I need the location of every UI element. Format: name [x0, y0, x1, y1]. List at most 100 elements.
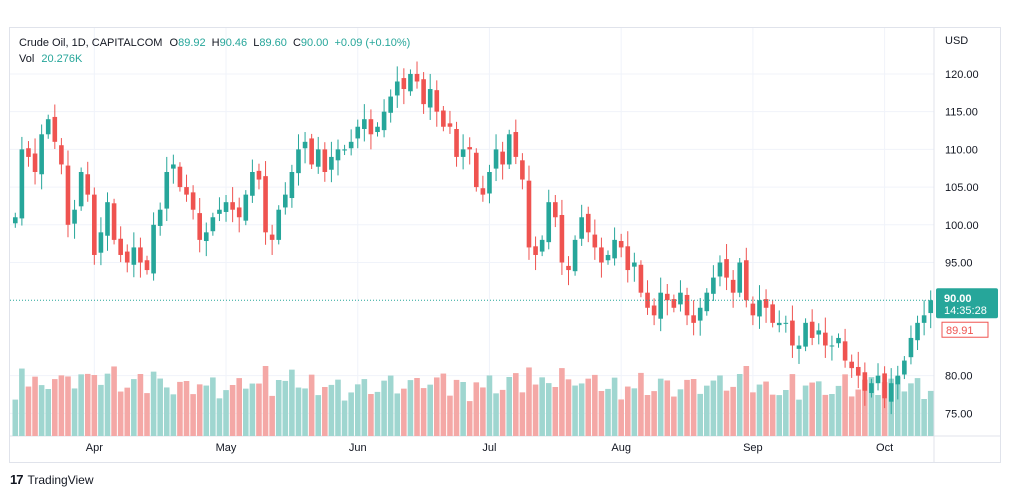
volume-bar — [513, 373, 519, 436]
volume-bar — [539, 377, 545, 436]
candle-body — [632, 262, 637, 267]
candle-body — [493, 149, 499, 169]
volume-bar — [875, 395, 881, 436]
volume-bar — [493, 393, 499, 436]
volume-bar — [104, 373, 111, 436]
x-tick-label: Jul — [482, 442, 496, 454]
volume-bar — [631, 388, 638, 436]
candle-body — [32, 153, 38, 172]
volume-bar — [137, 374, 144, 436]
candle-body — [92, 194, 97, 255]
prev-price-badge — [941, 321, 989, 338]
volume-bar — [269, 395, 275, 436]
currency-label: USD — [945, 35, 968, 47]
volume-bar — [697, 393, 703, 436]
volume-bar — [605, 388, 611, 436]
symbol-name[interactable]: Crude Oil, 1D, CAPITALCOM — [19, 37, 163, 49]
volume-bar — [789, 374, 796, 436]
candle-body — [236, 207, 242, 218]
candle-body — [223, 202, 229, 212]
candle-body — [744, 260, 749, 301]
volume-label[interactable]: Vol — [19, 53, 35, 65]
candle-body — [12, 217, 18, 224]
candle-body — [315, 149, 321, 167]
candle-body — [908, 337, 914, 358]
candle-body — [599, 247, 604, 263]
candle-body — [414, 73, 420, 82]
candle-body — [138, 247, 143, 263]
y-tick-label: 100.00 — [945, 220, 979, 232]
tradingview-icon: 17 — [10, 472, 24, 487]
volume-bar — [671, 396, 677, 436]
volume-bar — [427, 384, 433, 436]
volume-bar — [921, 399, 927, 436]
volume-bar — [433, 377, 440, 436]
volume-bar — [618, 399, 624, 436]
tradingview-name: TradingView — [27, 472, 94, 487]
high-value: 90.46 — [219, 37, 248, 49]
volume-bar — [210, 377, 216, 436]
candle-body — [539, 239, 545, 252]
candle-body — [921, 315, 927, 323]
candle-body — [388, 96, 393, 113]
candle-body — [875, 375, 881, 384]
volume-bar — [769, 394, 776, 436]
candle-body — [645, 292, 650, 308]
volume-bar — [486, 375, 493, 436]
candle-body — [790, 320, 795, 346]
candle-body — [704, 292, 710, 312]
candle-body — [59, 145, 64, 165]
volume-bar — [124, 387, 131, 436]
volume-bar — [348, 392, 354, 436]
candle-body — [72, 209, 77, 224]
candle-body — [776, 322, 782, 326]
volume-bar — [829, 394, 835, 436]
candle-body — [500, 151, 505, 165]
candle-body — [203, 232, 209, 242]
volume-bar — [144, 393, 150, 436]
volume-bar — [25, 386, 32, 436]
candle-body — [625, 246, 631, 271]
low-label: L — [253, 37, 260, 49]
close-label: C — [292, 37, 301, 49]
volume-bar — [835, 385, 842, 436]
volume-bar — [322, 387, 328, 436]
volume-bar — [453, 379, 460, 436]
volume-bar — [447, 395, 453, 436]
volume-bar — [881, 382, 888, 436]
candle-body — [651, 305, 657, 316]
y-tick-label: 110.00 — [945, 144, 978, 156]
candle-body — [342, 149, 347, 151]
candle-body — [526, 180, 532, 248]
tradingview-logo[interactable]: 17 TradingView — [10, 472, 94, 487]
volume-bar — [131, 379, 137, 436]
candle-body — [184, 187, 189, 195]
candle-body — [302, 141, 308, 149]
candle-body — [329, 156, 334, 170]
candle-body — [368, 119, 374, 135]
candle-body — [454, 129, 459, 157]
volume-bar — [163, 387, 170, 436]
volume-bar — [45, 389, 52, 436]
volume-bar — [644, 395, 651, 436]
candle-body — [375, 126, 380, 133]
candle-body — [487, 172, 492, 194]
symbol-legend: Crude Oil, 1D, CAPITALCOM O89.92 H90.46 … — [19, 35, 410, 51]
candle-body — [506, 134, 512, 165]
candle-body — [144, 260, 150, 271]
volume-bar — [401, 388, 407, 436]
candle-body — [283, 194, 288, 208]
volume-bar — [710, 380, 717, 436]
volume-bar — [815, 381, 822, 436]
candlestick-chart[interactable]: 120.00 115.00 110.00 105.00 100.00 95.00 80.00… — [10, 28, 1000, 462]
candle-body — [177, 166, 183, 188]
volume-bar — [855, 389, 862, 436]
volume-bar — [361, 379, 368, 436]
candle-body — [823, 332, 828, 346]
volume-bar — [196, 384, 203, 436]
volume-bar — [927, 390, 934, 436]
volume-bar — [572, 385, 578, 436]
candle-body — [111, 203, 117, 240]
x-tick-label: Apr — [86, 442, 103, 454]
volume-bar — [519, 392, 526, 436]
